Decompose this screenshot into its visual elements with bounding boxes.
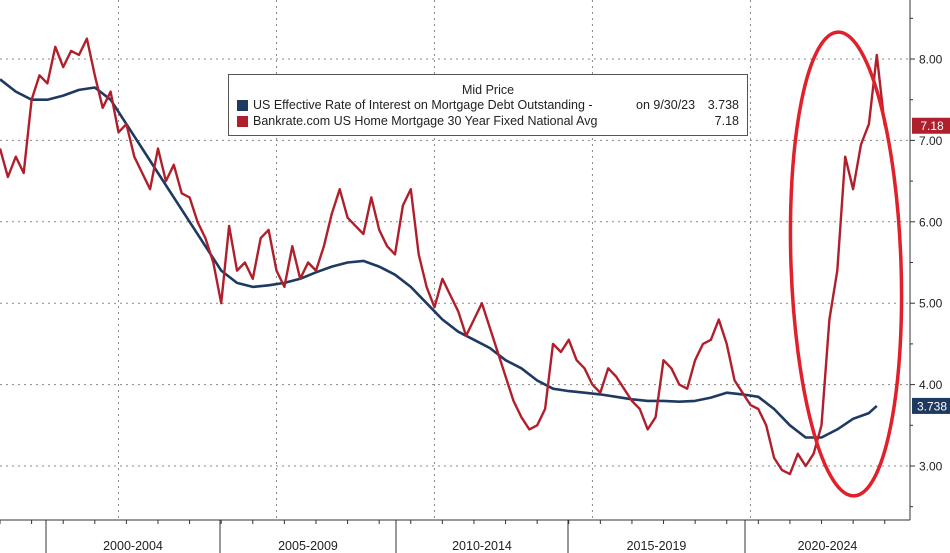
- x-axis: 2000-2004 2005-2009 2010-2014 2015-2019 2020…: [0, 519, 910, 553]
- series-line-bankrate: [0, 37, 886, 476]
- legend-title: Mid Price: [461, 83, 515, 97]
- y-tick-label: 5.00: [919, 297, 943, 311]
- legend-value-bankrate: 7.18: [714, 114, 739, 128]
- y-tick-label: 3.00: [919, 460, 943, 474]
- x-period-label: 2005-2009: [278, 539, 338, 553]
- x-period-label: 2015-2019: [627, 539, 687, 553]
- legend-entry-bankrate: Bankrate.com US Home Mortgage 30 Year Fi…: [229, 113, 747, 129]
- y-tick-label: 7.00: [919, 134, 943, 148]
- x-period-label: 2010-2014: [452, 539, 512, 553]
- y-axis: 3.00 4.00 5.00 6.00 7.00 8.00: [909, 0, 943, 520]
- y-tick-label: 8.00: [919, 53, 943, 67]
- highlight-circle-annotation: [788, 30, 904, 498]
- last-value-tag-effective-rate: [912, 397, 950, 414]
- last-value-label-effective-rate: 3.738: [917, 399, 947, 413]
- legend-date-effective-rate: on 9/30/23: [636, 98, 696, 112]
- y-tick-label: 6.00: [919, 215, 943, 229]
- legend-entry-effective-rate: US Effective Rate of Interest on Mortgag…: [229, 97, 747, 113]
- x-period-label: 2020-2024: [798, 539, 858, 553]
- x-period-label: 2000-2004: [103, 539, 163, 553]
- legend-value-effective-rate: 3.738: [707, 98, 739, 112]
- legend-label-effective-rate: US Effective Rate of Interest on Mortgag…: [253, 98, 593, 112]
- legend: Mid Price US Effective Rate of Interest …: [228, 74, 748, 136]
- last-value-tags: 3.738 7.18: [912, 117, 950, 414]
- legend-label-bankrate: Bankrate.com US Home Mortgage 30 Year Fi…: [253, 114, 598, 128]
- legend-swatch-bankrate: [237, 116, 248, 127]
- last-value-label-bankrate: 7.18: [920, 119, 944, 133]
- y-tick-label: 4.00: [919, 378, 943, 392]
- legend-swatch-effective-rate: [237, 100, 248, 111]
- series-line-effective-rate: [0, 78, 878, 439]
- gridlines: [0, 0, 910, 520]
- series-lines: [0, 37, 886, 476]
- last-value-tag-bankrate: [912, 117, 950, 134]
